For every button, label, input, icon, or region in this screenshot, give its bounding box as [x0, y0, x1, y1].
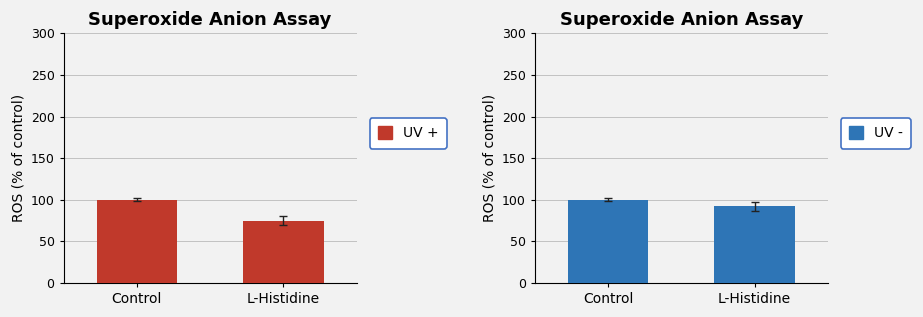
- Bar: [568, 200, 648, 283]
- Y-axis label: ROS (% of control): ROS (% of control): [482, 94, 497, 222]
- Title: Superoxide Anion Assay: Superoxide Anion Assay: [89, 11, 332, 29]
- Legend: UV -: UV -: [841, 118, 911, 149]
- Bar: [243, 221, 324, 283]
- Y-axis label: ROS (% of control): ROS (% of control): [11, 94, 25, 222]
- Bar: [714, 206, 795, 283]
- Legend: UV +: UV +: [369, 118, 447, 149]
- Title: Superoxide Anion Assay: Superoxide Anion Assay: [559, 11, 803, 29]
- Bar: [97, 200, 177, 283]
